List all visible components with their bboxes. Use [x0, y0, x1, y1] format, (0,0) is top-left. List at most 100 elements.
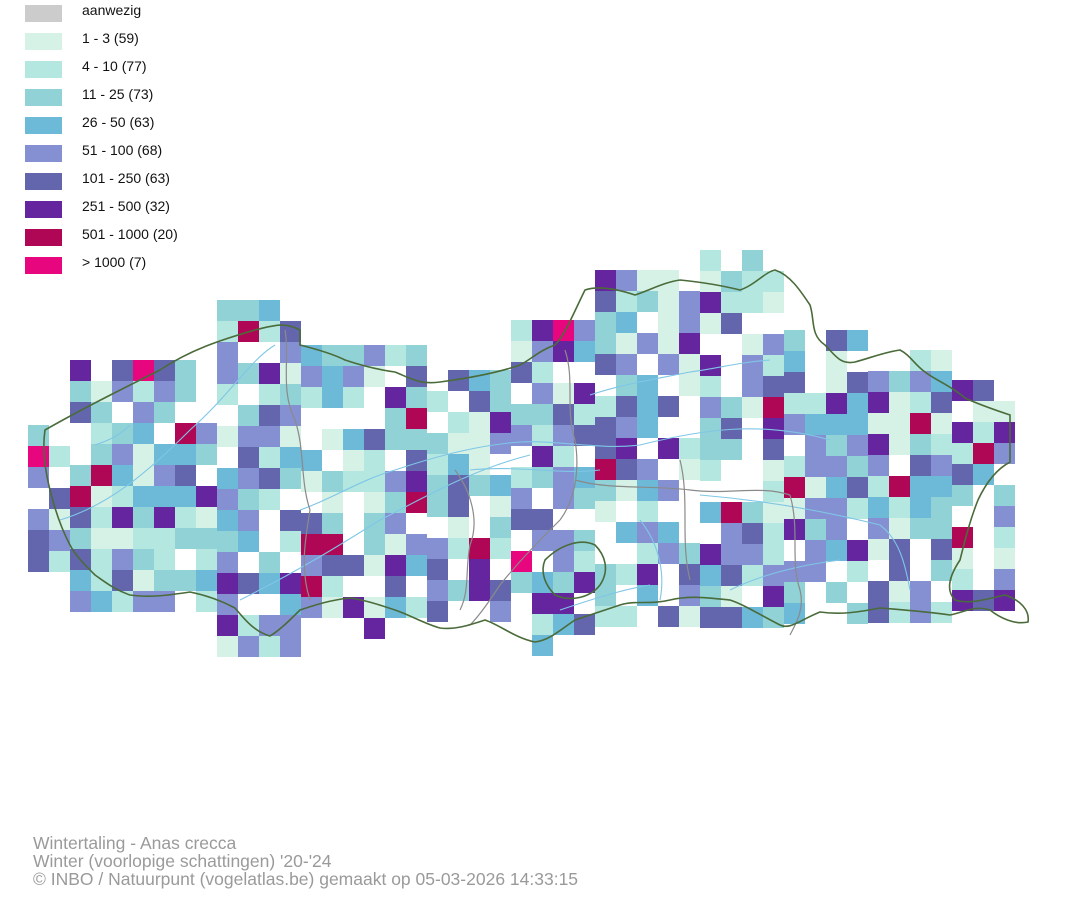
legend-label: 101 - 250 (63): [82, 170, 170, 186]
grid-cell: [322, 387, 343, 408]
grid-cell: [238, 405, 259, 426]
grid-cell: [763, 376, 784, 397]
grid-cell: [154, 465, 175, 486]
grid-cell: [805, 393, 826, 414]
grid-cell: [994, 506, 1015, 527]
grid-cell: [490, 538, 511, 559]
grid-cell: [406, 450, 427, 471]
legend-label: 251 - 500 (32): [82, 198, 170, 214]
grid-cell: [994, 527, 1015, 548]
grid-cell: [637, 543, 658, 564]
legend-swatch: [25, 61, 62, 78]
grid-cell: [952, 590, 973, 611]
grid-cell: [364, 471, 385, 492]
grid-cell: [238, 447, 259, 468]
grid-cell: [112, 570, 133, 591]
grid-cell: [616, 312, 637, 333]
grid-cell: [763, 292, 784, 313]
grid-cell: [364, 345, 385, 366]
grid-cell: [28, 530, 49, 551]
grid-cell: [637, 417, 658, 438]
grid-cell: [931, 455, 952, 476]
grid-cell: [364, 597, 385, 618]
grid-cell: [868, 392, 889, 413]
grid-cell: [994, 443, 1015, 464]
grid-cell: [826, 477, 847, 498]
grid-cell: [322, 492, 343, 513]
grid-cell: [343, 597, 364, 618]
grid-cell: [343, 471, 364, 492]
grid-cell: [364, 555, 385, 576]
grid-cell: [259, 426, 280, 447]
grid-cell: [490, 412, 511, 433]
grid-cell: [616, 396, 637, 417]
grid-cell: [322, 534, 343, 555]
grid-cell: [532, 362, 553, 383]
grid-cell: [406, 387, 427, 408]
grid-cell: [217, 510, 238, 531]
grid-cell: [721, 439, 742, 460]
grid-cell: [679, 459, 700, 480]
grid-cell: [805, 477, 826, 498]
grid-cell: [616, 459, 637, 480]
grid-cell: [826, 351, 847, 372]
grid-cell: [889, 581, 910, 602]
grid-cell: [700, 313, 721, 334]
grid-cell: [364, 429, 385, 450]
legend-swatch: [25, 173, 62, 190]
grid-cell: [70, 591, 91, 612]
grid-cell: [994, 590, 1015, 611]
grid-cell: [742, 544, 763, 565]
grid-cell: [301, 387, 322, 408]
grid-cell: [490, 475, 511, 496]
grid-cell: [700, 355, 721, 376]
grid-cell: [700, 418, 721, 439]
grid-cell: [259, 468, 280, 489]
grid-cell: [196, 591, 217, 612]
grid-cell: [322, 471, 343, 492]
grid-cell: [784, 414, 805, 435]
grid-cell: [133, 423, 154, 444]
grid-cell: [280, 594, 301, 615]
grid-cell: [133, 465, 154, 486]
grid-cell: [595, 270, 616, 291]
grid-cell: [238, 531, 259, 552]
grid-cell: [910, 476, 931, 497]
grid-cell: [952, 464, 973, 485]
grid-cell: [427, 496, 448, 517]
grid-cell: [637, 270, 658, 291]
grid-cell: [847, 561, 868, 582]
grid-cell: [532, 614, 553, 635]
grid-cell: [700, 586, 721, 607]
grid-cell: [364, 534, 385, 555]
grid-cell: [112, 591, 133, 612]
grid-cell: [70, 402, 91, 423]
grid-cell: [532, 509, 553, 530]
grid-cell: [511, 509, 532, 530]
grid-cell: [154, 360, 175, 381]
grid-cell: [259, 405, 280, 426]
grid-cell: [952, 527, 973, 548]
grid-cell: [448, 412, 469, 433]
grid-cell: [133, 381, 154, 402]
grid-cell: [763, 397, 784, 418]
grid-cell: [343, 450, 364, 471]
grid-cell: [679, 438, 700, 459]
grid-cell: [112, 549, 133, 570]
grid-cell: [910, 455, 931, 476]
grid-cell: [889, 539, 910, 560]
grid-cell: [742, 250, 763, 271]
grid-cell: [448, 454, 469, 475]
grid-cell: [196, 549, 217, 570]
grid-cell: [196, 570, 217, 591]
grid-cell: [238, 615, 259, 636]
legend-item: 251 - 500 (32): [25, 196, 325, 224]
grid-cell: [406, 345, 427, 366]
grid-cell: [784, 393, 805, 414]
grid-cell: [763, 439, 784, 460]
grid-cell: [637, 459, 658, 480]
grid-cell: [784, 351, 805, 372]
grid-cell: [322, 366, 343, 387]
grid-cell: [868, 539, 889, 560]
grid-cell: [868, 602, 889, 623]
